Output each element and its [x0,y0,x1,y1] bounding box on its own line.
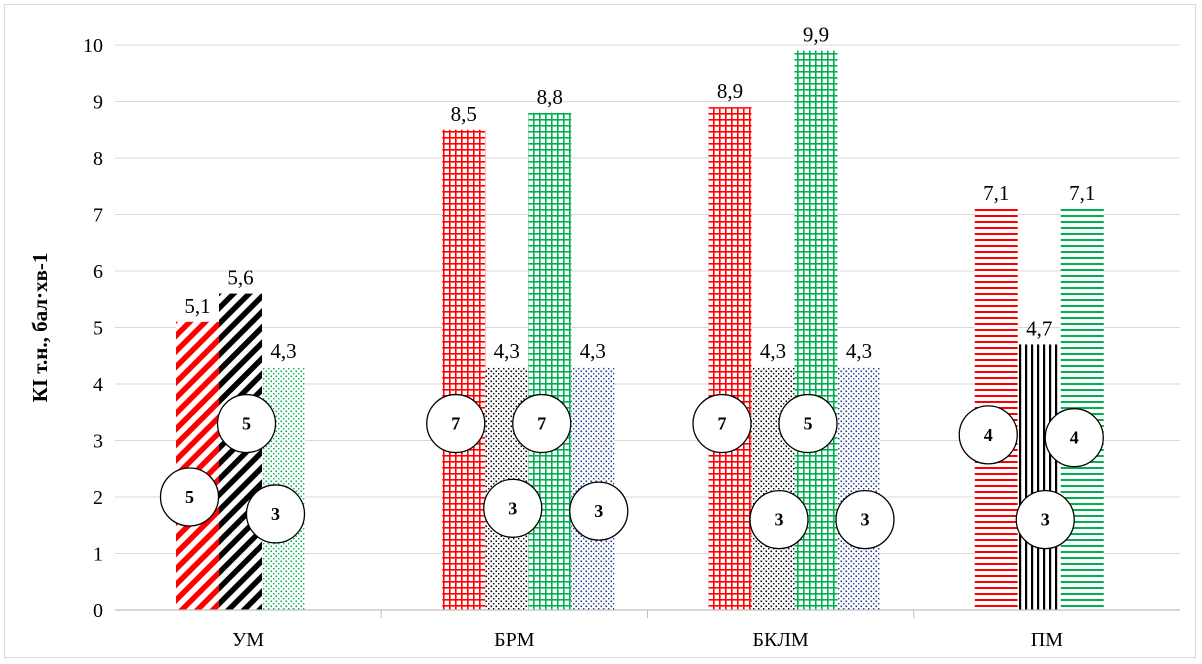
circle-marker [692,393,752,454]
circle-marker [835,489,895,550]
circle-marker-label: 5 [185,487,194,507]
circle-marker [512,393,572,454]
bars [176,50,1104,611]
category-label: УМ [232,629,264,651]
bar [1017,344,1061,610]
circle-marker [216,393,277,454]
y-tick-label: 6 [93,261,103,283]
bar-value-label: 4,3 [270,339,296,363]
circle-marker [569,481,629,541]
bar-value-label: 4,7 [1026,316,1052,340]
category-label: ПМ [1031,629,1063,651]
bar-value-label: 4,3 [580,339,606,363]
bar-value-label: 4,3 [846,339,872,363]
circle-marker-label: 3 [271,504,280,524]
circle-marker-label: 4 [1070,428,1079,448]
chart-frame: 5,1 5,6 4,3 8,5 4,3 8,8 4,3 8,9 4,3 9,9 4,3 7,1 4,7 7… [4,4,1196,658]
data-labels: 5,1 5,6 4,3 8,5 4,3 8,8 4,3 8,9 4,3 9,9 4,3 7,1 4,7 7… [184,23,1095,363]
bar [176,321,219,610]
circle-marker [159,467,220,527]
circle-marker-label: 3 [1041,510,1050,530]
category-label: БКЛМ [753,629,809,651]
y-axis-title: КІ т.н., бал·хв-1 [28,253,52,403]
category-label: БРМ [494,629,535,651]
circle-marker-label: 3 [508,498,517,518]
axes: 0 1 2 3 4 5 6 7 8 9 10 УМ БРМ БКЛМ ПМ [83,35,1180,651]
y-tick-label: 1 [93,544,103,566]
circle-marker-label: 3 [775,510,784,530]
circle-marker-label: 5 [242,414,251,434]
y-tick-label: 5 [93,318,103,340]
circle-marker-label: 4 [984,425,993,445]
y-tick-label: 8 [93,148,103,170]
bar-value-label: 4,3 [494,339,520,363]
circle-marker-label: 3 [594,501,603,521]
bar-value-label: 5,1 [184,294,210,318]
bar [528,112,572,611]
y-tick-label: 9 [93,92,103,114]
circle-marker [483,478,543,538]
y-tick-label: 2 [93,487,103,509]
bar-value-label: 7,1 [1069,181,1095,205]
bar-value-label: 9,9 [803,23,829,47]
bar [708,107,752,611]
circle-marker [245,484,306,544]
circle-marker-label: 7 [537,414,546,434]
bar-value-label: 7,1 [983,181,1009,205]
circle-marker-label: 7 [451,414,460,434]
circle-marker-label: 3 [861,510,870,530]
circle-marker [1015,489,1075,550]
circle-marker [426,393,486,454]
bar [837,367,881,610]
y-tick-label: 7 [93,205,103,227]
y-tick-label: 4 [93,374,103,396]
y-tick-label: 10 [83,35,103,57]
circle-marker [749,489,809,550]
circle-annotations: 5 5 3 7 3 7 3 7 3 5 3 4 3 4 [159,393,1104,550]
bar [442,129,486,610]
bar-chart: 5,1 5,6 4,3 8,5 4,3 8,8 4,3 8,9 4,3 9,9 4,3 7,1 4,7 7… [28,23,1180,651]
circle-marker [958,405,1018,465]
circle-marker [1044,408,1104,468]
circle-marker [778,393,838,454]
circle-marker-label: 7 [718,414,727,434]
bar-value-label: 8,8 [537,85,563,109]
bar-value-label: 4,3 [760,339,786,363]
bar-value-label: 5,6 [227,266,253,290]
circle-marker-label: 5 [804,414,813,434]
y-tick-label: 3 [93,431,103,453]
y-tick-label: 0 [93,600,103,622]
bar-value-label: 8,5 [451,102,477,126]
bar-value-label: 8,9 [717,79,743,103]
